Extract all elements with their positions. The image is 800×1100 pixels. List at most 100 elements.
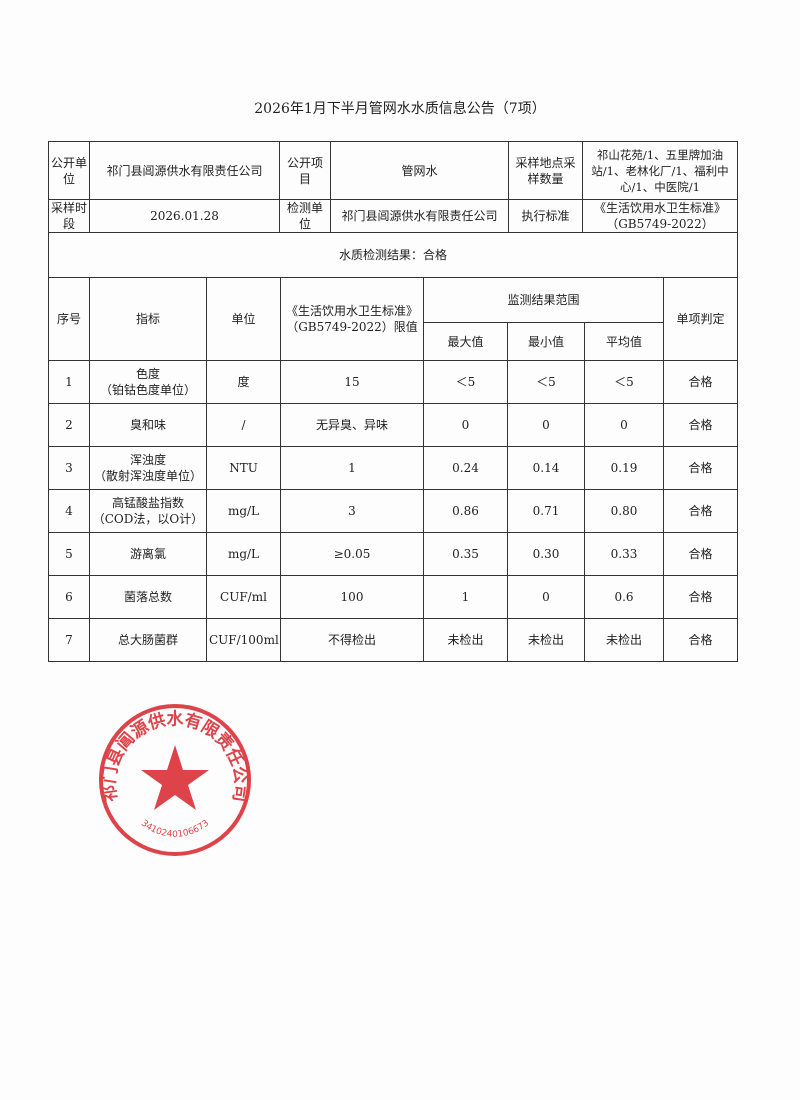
standard: 《生活饮用水卫生标准》（GB5749-2022） (582, 199, 738, 233)
sites: 祁山花苑/1、五里牌加油站/1、老林化厂/1、福利中心/1、中医院/1 (582, 141, 738, 200)
row-indicator: 菌落总数 (89, 575, 207, 619)
row-no: 2 (48, 403, 90, 447)
period-label: 采样时段 (48, 199, 90, 233)
row-max: 0.35 (423, 532, 508, 576)
row-no: 4 (48, 489, 90, 533)
info-table: 公开单位 祁门县阊源供水有限责任公司 公开项目 管网水 采样地点采样数量 祁山花… (48, 141, 738, 278)
seal-text: 祁门县阊源供水有限责任公司 (99, 709, 251, 804)
row-verdict: 合格 (663, 446, 738, 490)
sites-label: 采样地点采样数量 (508, 141, 583, 200)
lab: 祁门县阊源供水有限责任公司 (330, 199, 509, 233)
header-min: 最小值 (507, 322, 585, 361)
header-verdict: 单项判定 (663, 277, 738, 361)
row-unit: NTU (206, 446, 281, 490)
indicator-name: 色度 (135, 367, 160, 381)
row-indicator: 总大肠菌群 (89, 618, 207, 662)
row-max: 0 (423, 403, 508, 447)
company-seal: 祁门县阊源供水有限责任公司 3410240106673 (99, 704, 251, 856)
row-verdict: 合格 (663, 403, 738, 447)
row-max: 1 (423, 575, 508, 619)
row-min: 0.71 (507, 489, 585, 533)
standard-label: 执行标准 (508, 199, 583, 233)
header-indicator: 指标 (89, 277, 207, 361)
header-max: 最大值 (423, 322, 508, 361)
row-avg: 0 (584, 403, 664, 447)
indicator-name: 臭和味 (129, 418, 166, 432)
row-avg: ＜5 (584, 360, 664, 404)
row-unit: mg/L (206, 532, 281, 576)
row-avg: 0.33 (584, 532, 664, 576)
table-row: 6 菌落总数 CUF/ml 100 1 0 0.6 合格 (48, 575, 738, 619)
indicator-name: 高锰酸盐指数 (111, 496, 184, 510)
lab-label: 检测单位 (279, 199, 331, 233)
item: 管网水 (330, 141, 509, 200)
header-limit: 《生活饮用水卫生标准》（GB5749-2022）限值 (280, 277, 424, 361)
row-limit: 3 (280, 489, 424, 533)
publisher-label: 公开单位 (48, 141, 90, 200)
row-unit: CUF/100ml (206, 618, 281, 662)
row-min: 0 (507, 403, 585, 447)
table-row: 4 高锰酸盐指数 （COD法，以O计） mg/L 3 0.86 0.71 0.80 合格 (48, 489, 738, 533)
row-limit: 1 (280, 446, 424, 490)
header-no: 序号 (48, 277, 90, 361)
row-no: 5 (48, 532, 90, 576)
row-avg: 0.19 (584, 446, 664, 490)
row-min: 0.14 (507, 446, 585, 490)
row-unit: / (206, 403, 281, 447)
row-avg: 未检出 (584, 618, 664, 662)
row-unit: 度 (206, 360, 281, 404)
row-max: 未检出 (423, 618, 508, 662)
table-row: 3 浑浊度 （散射浑浊度单位） NTU 1 0.24 0.14 0.19 合格 (48, 446, 738, 490)
period: 2026.01.28 (89, 199, 280, 233)
table-row: 7 总大肠菌群 CUF/100ml 不得检出 未检出 未检出 未检出 合格 (48, 618, 738, 662)
item-label: 公开项目 (279, 141, 331, 200)
row-unit: mg/L (206, 489, 281, 533)
header-range: 监测结果范围 (423, 277, 664, 323)
row-limit: ≥0.05 (280, 532, 424, 576)
row-min: 未检出 (507, 618, 585, 662)
header-avg: 平均值 (584, 322, 664, 361)
indicator-unit-note: （散射浑浊度单位） (93, 469, 202, 483)
row-unit: CUF/ml (206, 575, 281, 619)
seal-code: 3410240106673 (139, 818, 211, 839)
row-verdict: 合格 (663, 489, 738, 533)
indicator-name: 游离氯 (129, 547, 166, 561)
indicator-unit-note: （铂钴色度单位） (99, 383, 196, 397)
row-indicator: 臭和味 (89, 403, 207, 447)
row-avg: 0.6 (584, 575, 664, 619)
indicator-name: 菌落总数 (123, 590, 172, 604)
row-verdict: 合格 (663, 532, 738, 576)
row-avg: 0.80 (584, 489, 664, 533)
row-indicator: 游离氯 (89, 532, 207, 576)
star-icon (141, 745, 209, 810)
row-no: 1 (48, 360, 90, 404)
table-row: 2 臭和味 / 无异臭、异味 0 0 0 合格 (48, 403, 738, 447)
row-indicator: 高锰酸盐指数 （COD法，以O计） (89, 489, 207, 533)
page-title: 2026年1月下半月管网水水质信息公告（7项） (254, 101, 546, 117)
row-verdict: 合格 (663, 575, 738, 619)
row-no: 7 (48, 618, 90, 662)
row-verdict: 合格 (663, 360, 738, 404)
row-no: 6 (48, 575, 90, 619)
row-indicator: 色度 （铂钴色度单位） (89, 360, 207, 404)
row-min: 0 (507, 575, 585, 619)
table-row: 1 色度 （铂钴色度单位）度 15 ＜5 ＜5 ＜5 合格 (48, 360, 738, 404)
row-min: 0.30 (507, 532, 585, 576)
table-row: 5 游离氯 mg/L ≥0.05 0.35 0.30 0.33 合格 (48, 532, 738, 576)
results-table: 序号 指标 单位 《生活饮用水卫生标准》（GB5749-2022）限值 监测结果… (48, 277, 738, 662)
indicator-name: 浑浊度 (129, 453, 166, 467)
publisher: 祁门县阊源供水有限责任公司 (89, 141, 280, 200)
result-summary: 水质检测结果：合格 (48, 232, 738, 278)
row-min: ＜5 (507, 360, 585, 404)
header-unit: 单位 (206, 277, 281, 361)
row-verdict: 合格 (663, 618, 738, 662)
row-max: 0.24 (423, 446, 508, 490)
row-no: 3 (48, 446, 90, 490)
indicator-unit-note: （COD法，以O计） (92, 512, 204, 526)
row-limit: 不得检出 (280, 618, 424, 662)
svg-text:祁门县阊源供水有限责任公司: 祁门县阊源供水有限责任公司 (99, 709, 251, 804)
indicator-name: 总大肠菌群 (117, 633, 178, 647)
row-max: 0.86 (423, 489, 508, 533)
row-indicator: 浑浊度 （散射浑浊度单位） (89, 446, 207, 490)
row-limit: 15 (280, 360, 424, 404)
